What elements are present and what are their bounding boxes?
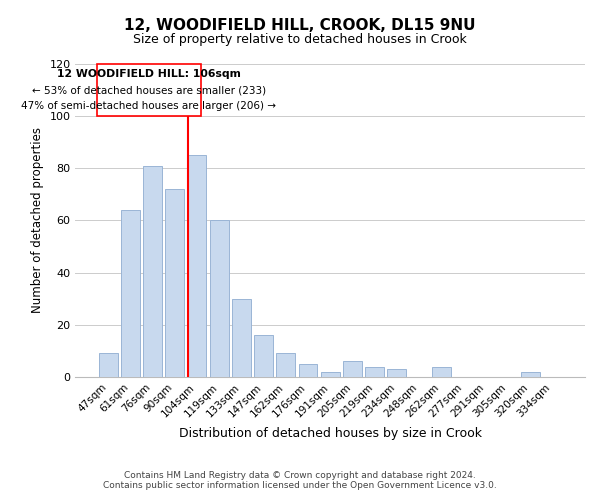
Text: 12, WOODIFIELD HILL, CROOK, DL15 9NU: 12, WOODIFIELD HILL, CROOK, DL15 9NU	[124, 18, 476, 32]
Bar	[143, 166, 162, 377]
Text: 47% of semi-detached houses are larger (206) →: 47% of semi-detached houses are larger (…	[22, 100, 277, 110]
Bar	[365, 366, 384, 377]
Bar	[188, 156, 206, 377]
Text: 12 WOODIFIELD HILL: 106sqm: 12 WOODIFIELD HILL: 106sqm	[57, 70, 241, 80]
Bar	[521, 372, 539, 377]
Bar	[254, 335, 273, 377]
Bar	[121, 210, 140, 377]
Text: ← 53% of detached houses are smaller (233): ← 53% of detached houses are smaller (23…	[32, 85, 266, 95]
Bar	[210, 220, 229, 377]
Bar	[432, 366, 451, 377]
FancyBboxPatch shape	[97, 64, 201, 116]
Text: Size of property relative to detached houses in Crook: Size of property relative to detached ho…	[133, 32, 467, 46]
X-axis label: Distribution of detached houses by size in Crook: Distribution of detached houses by size …	[179, 427, 482, 440]
Bar	[321, 372, 340, 377]
Bar	[165, 189, 184, 377]
Y-axis label: Number of detached properties: Number of detached properties	[31, 128, 44, 314]
Bar	[343, 362, 362, 377]
Bar	[299, 364, 317, 377]
Text: Contains HM Land Registry data © Crown copyright and database right 2024.
Contai: Contains HM Land Registry data © Crown c…	[103, 470, 497, 490]
Bar	[277, 354, 295, 377]
Bar	[232, 298, 251, 377]
Bar	[388, 369, 406, 377]
Bar	[98, 354, 118, 377]
